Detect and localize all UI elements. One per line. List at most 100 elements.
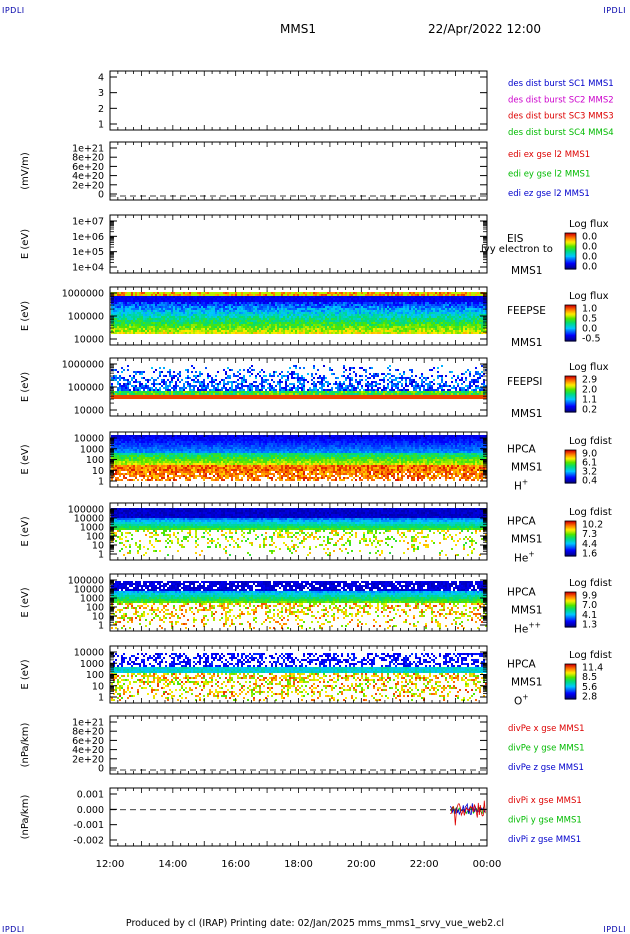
spectrogram-cell (237, 320, 239, 322)
spectrogram-cell (245, 324, 247, 326)
spectrogram-cell (423, 312, 425, 314)
spectrogram-cell (193, 298, 195, 300)
spectrogram-cell (245, 318, 247, 320)
spectrogram-cell (227, 306, 229, 308)
spectrogram-cell (341, 326, 343, 328)
spectrogram-cell (327, 302, 329, 304)
spectrogram-cell (387, 300, 389, 302)
spectrogram-cell (185, 308, 187, 310)
spectrogram-cell (427, 294, 429, 296)
spectrogram-cell (387, 330, 389, 332)
spectrogram-cell (229, 304, 231, 306)
spectrogram-cell (231, 324, 233, 326)
spectrogram-cell (369, 308, 371, 310)
spectrogram-cell (239, 296, 241, 298)
spectrogram-cell (187, 296, 189, 298)
spectrogram-cell (411, 324, 413, 326)
spectrogram-cell (133, 304, 135, 306)
spectrogram-cell (331, 322, 333, 324)
spectrogram-cell (161, 318, 163, 320)
spectrogram-cell (203, 326, 205, 328)
spectrogram-cell (247, 312, 249, 314)
spectrogram-cell (391, 318, 393, 320)
spectrogram-cell (459, 326, 461, 328)
spectrogram-cell (159, 314, 161, 316)
spectrogram-cell (257, 328, 259, 330)
spectrogram-cell (383, 310, 385, 312)
spectrogram-cell (369, 322, 371, 324)
spectrogram-cell (283, 294, 285, 296)
spectrogram-cell (153, 320, 155, 322)
spectrogram-cell (371, 292, 373, 294)
spectrogram-cell (267, 316, 269, 318)
spectrogram-cell (455, 320, 457, 322)
spectrogram-cell (323, 296, 325, 298)
spectrogram-cell (413, 296, 415, 298)
spectrogram-cell (141, 292, 143, 294)
spectrogram-cell (223, 304, 225, 306)
spectrogram-cell (437, 312, 439, 314)
spectrogram-cell (211, 332, 213, 334)
spectrogram-cell (461, 314, 463, 316)
spectrogram-cell (313, 328, 315, 330)
spectrogram-cell (353, 304, 355, 306)
spectrogram-cell (261, 318, 263, 320)
spectrogram-cell (205, 330, 207, 332)
spectrogram-cell (181, 306, 183, 308)
spectrogram-cell (305, 308, 307, 310)
spectrogram-cell (427, 328, 429, 330)
spectrogram-cell (277, 296, 279, 298)
spectrogram-cell (305, 306, 307, 308)
spectrogram-cell (253, 320, 255, 322)
spectrogram-cell (287, 328, 289, 330)
spectrogram-cell (213, 300, 215, 302)
spectrogram-cell (209, 308, 211, 310)
spectrogram-cell (439, 328, 441, 330)
spectrogram-cell (237, 304, 239, 306)
spectrogram-cell (141, 324, 143, 326)
spectrogram-cell (435, 308, 437, 310)
spectrogram-cell (255, 318, 257, 320)
spectrogram-cell (333, 322, 335, 324)
spectrogram-cell (155, 292, 157, 294)
spectrogram-cell (117, 300, 119, 302)
spectrogram-cell (207, 314, 209, 316)
spectrogram-cell (117, 316, 119, 318)
spectrogram-cell (183, 308, 185, 310)
spectrogram-cell (321, 292, 323, 294)
spectrogram-cell (173, 326, 175, 328)
spectrogram-cell (447, 322, 449, 324)
spectrogram-cell (345, 302, 347, 304)
spectrogram-cell (207, 316, 209, 318)
spectrogram-cell (145, 306, 147, 308)
spectrogram-cell (329, 332, 331, 334)
spectrogram-cell (287, 296, 289, 298)
spectrogram-cell (347, 294, 349, 296)
spectrogram-cell (149, 326, 151, 328)
spectrogram-cell (229, 328, 231, 330)
spectrogram-cell (365, 324, 367, 326)
spectrogram-cell (435, 306, 437, 308)
spectrogram-cell (279, 306, 281, 308)
spectrogram-cell (125, 330, 127, 332)
spectrogram-cell (145, 318, 147, 320)
panel-frame (110, 142, 487, 200)
spectrogram-cell (209, 292, 211, 294)
spectrogram-cell (227, 304, 229, 306)
spectrogram-cell (207, 320, 209, 322)
spectrogram-cell (171, 302, 173, 304)
spectrogram-cell (257, 314, 259, 316)
spectrogram-cell (453, 318, 455, 320)
spectrogram-cell (137, 298, 139, 300)
spectrogram-cell (227, 308, 229, 310)
spectrogram-cell (135, 308, 137, 310)
spectrogram-cell (345, 326, 347, 328)
spectrogram-cell (167, 328, 169, 330)
spectrogram-cell (341, 322, 343, 324)
spectrogram-cell (335, 316, 337, 318)
spectrogram-cell (201, 312, 203, 314)
spectrogram-cell (367, 308, 369, 310)
spectrogram-cell (205, 294, 207, 296)
spectrogram-cell (439, 308, 441, 310)
spectrogram-cell (143, 324, 145, 326)
